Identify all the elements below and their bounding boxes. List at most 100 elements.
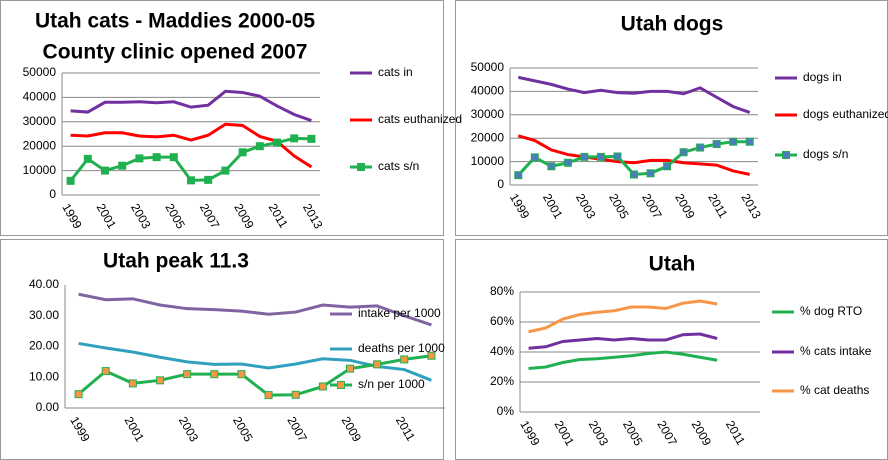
marker — [169, 153, 178, 162]
marker — [101, 166, 109, 175]
x-tick-label: 2013 — [300, 201, 326, 231]
y-tick-label: 10000 — [23, 163, 57, 177]
y-tick-label: 20000 — [471, 130, 505, 144]
legend-label: intake per 1000 — [358, 306, 441, 320]
marker — [66, 176, 75, 185]
x-tick-label: 2001 — [122, 414, 148, 444]
marker — [273, 138, 281, 147]
x-tick-label: 1999 — [67, 414, 93, 444]
x-tick-label: 2007 — [639, 191, 665, 221]
x-tick-label: 2003 — [128, 201, 154, 231]
marker — [118, 161, 127, 170]
x-tick-label: 2001 — [552, 418, 578, 448]
chart-title: Utah peak 11.3 — [103, 250, 249, 273]
legend-label: dogs in — [803, 70, 842, 84]
x-tick-label: 2007 — [197, 201, 223, 231]
chart-title: Utah cats - Maddies 2000-05 — [35, 10, 315, 33]
series-line — [77, 354, 432, 397]
marker — [729, 137, 738, 146]
y-tick-label: 20% — [490, 374, 514, 388]
y-tick-label: 30000 — [471, 107, 505, 121]
y-tick-label: 40000 — [23, 90, 57, 104]
legend-label: cats s/n — [378, 159, 419, 173]
x-tick-label: 2005 — [162, 201, 188, 231]
x-tick-label: 2005 — [620, 418, 646, 448]
series-line — [528, 299, 718, 334]
x-tick-label: 2009 — [231, 201, 257, 231]
marker — [204, 175, 213, 184]
marker — [663, 162, 672, 171]
marker — [221, 166, 230, 175]
marker — [346, 364, 354, 373]
marker — [596, 152, 605, 161]
x-tick-label: 1999 — [507, 191, 533, 221]
legend-label: cats in — [378, 65, 413, 79]
marker — [187, 176, 195, 185]
y-tick-label: 30000 — [23, 114, 57, 128]
y-tick-label: 10.00 — [29, 369, 59, 383]
y-tick-label: 30.00 — [29, 308, 59, 322]
x-tick-label: 2005 — [230, 414, 256, 444]
x-tick-label: 2011 — [705, 191, 730, 221]
series-line — [70, 122, 313, 169]
x-tick-label: 2013 — [738, 191, 764, 221]
marker — [400, 355, 409, 364]
marker — [291, 390, 300, 399]
y-tick-label: 60% — [490, 314, 514, 328]
y-tick-label: 40.00 — [29, 277, 59, 291]
legend-marker — [782, 151, 790, 159]
marker — [373, 360, 382, 369]
marker — [547, 162, 556, 171]
legend-marker — [357, 163, 365, 171]
marker — [74, 390, 83, 399]
marker — [290, 134, 299, 143]
legend-label: s/n per 1000 — [358, 377, 425, 391]
marker — [630, 170, 638, 179]
x-tick-label: 2009 — [339, 414, 365, 444]
marker — [679, 148, 688, 157]
marker — [530, 153, 539, 162]
marker — [152, 153, 161, 162]
marker — [563, 158, 572, 167]
x-tick-label: 2003 — [176, 414, 202, 444]
marker — [514, 171, 523, 180]
legend-label: dogs s/n — [803, 147, 848, 161]
marker — [646, 169, 655, 178]
x-tick-label: 2003 — [573, 191, 599, 221]
legend-label: % cats intake — [800, 344, 872, 358]
y-tick-label: 50000 — [471, 60, 505, 74]
marker — [237, 370, 246, 379]
marker — [210, 370, 219, 379]
legend-label: % cat deaths — [800, 383, 869, 397]
y-tick-label: 0 — [497, 177, 504, 191]
marker — [712, 140, 721, 149]
marker — [427, 351, 436, 360]
x-tick-label: 1999 — [517, 418, 543, 448]
y-tick-label: 10000 — [471, 154, 505, 168]
series-line — [70, 89, 312, 122]
marker — [696, 143, 705, 152]
marker — [156, 376, 164, 385]
marker — [238, 148, 247, 157]
series-line — [528, 350, 718, 370]
x-tick-label: 2001 — [94, 201, 120, 231]
x-tick-label: 2007 — [654, 418, 680, 448]
marker — [101, 367, 110, 376]
x-tick-label: 2011 — [266, 201, 291, 231]
legend-marker — [337, 381, 345, 389]
legend-label: cats euthanized — [378, 112, 462, 126]
marker — [318, 382, 327, 391]
y-tick-label: 0% — [497, 404, 515, 418]
y-tick-label: 0.00 — [36, 400, 60, 414]
series-line — [517, 134, 751, 176]
y-tick-label: 40% — [490, 344, 514, 358]
x-tick-label: 2011 — [393, 414, 418, 444]
chart-subtitle: County clinic opened 2007 — [43, 41, 308, 64]
marker — [183, 370, 192, 379]
marker — [135, 154, 144, 163]
y-tick-label: 20000 — [23, 138, 57, 152]
y-tick-label: 50000 — [23, 65, 57, 79]
marker — [307, 134, 316, 143]
marker — [255, 142, 264, 151]
legend-label: dogs euthanized — [803, 107, 888, 121]
